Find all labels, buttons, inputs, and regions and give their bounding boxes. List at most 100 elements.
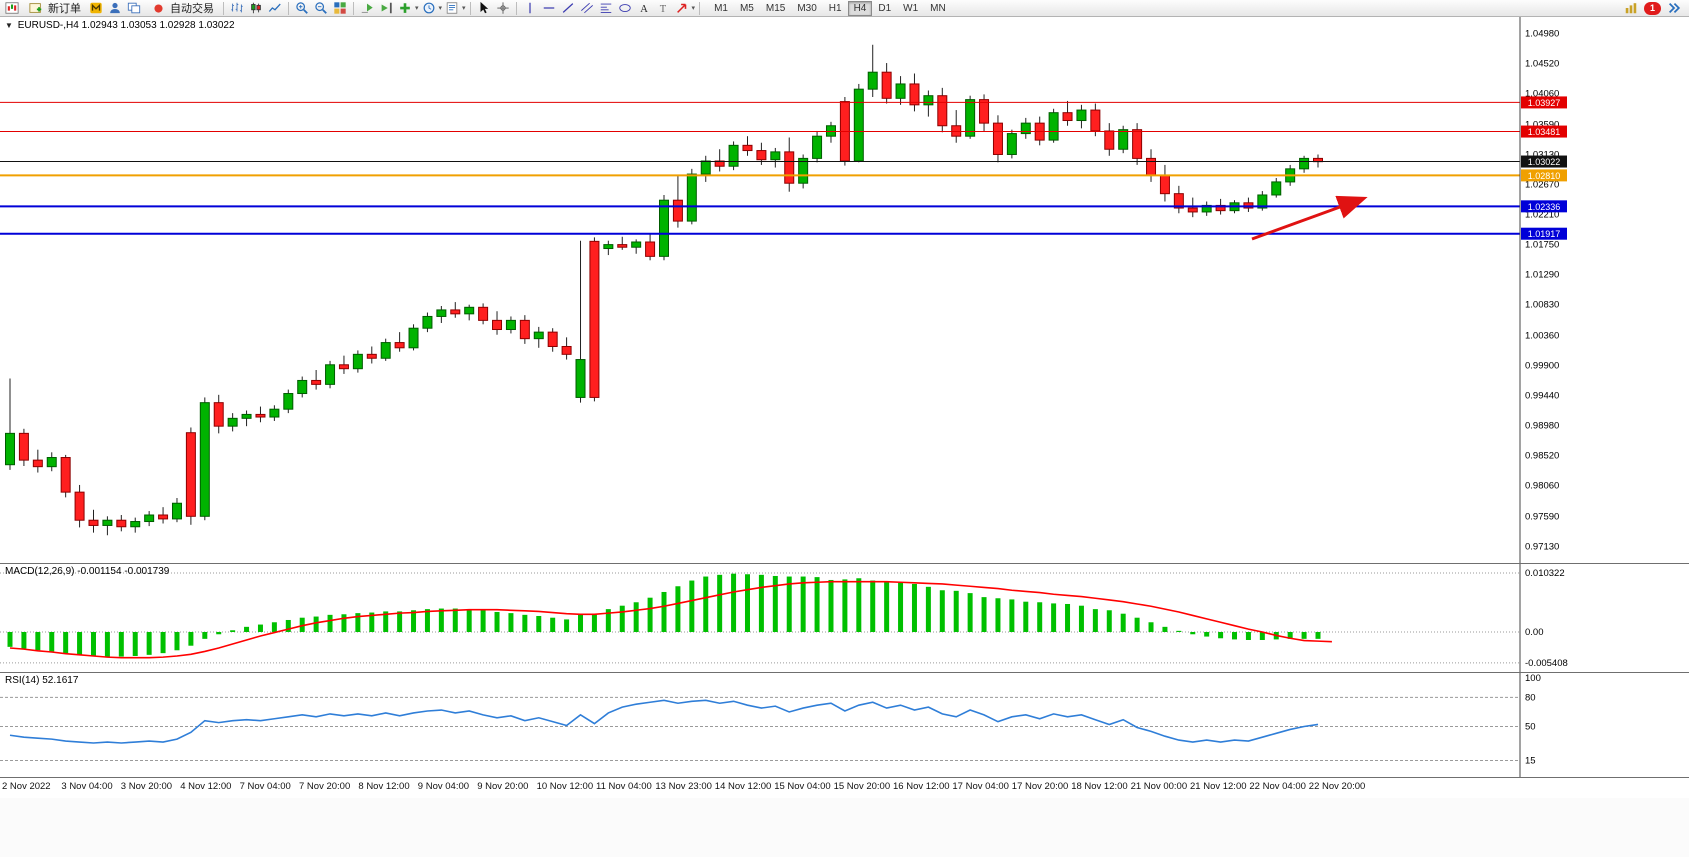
rsi-label: RSI(14) 52.1617 [5,675,79,686]
new-indicator-icon[interactable] [396,1,414,16]
candles [5,44,1323,536]
candlestick-chart-icon[interactable] [247,1,265,16]
svg-text:0.98520: 0.98520 [1525,451,1559,462]
timeframe-m1[interactable]: M1 [708,1,734,16]
text-icon[interactable]: A [635,1,653,16]
new-order-icon [27,1,45,16]
toolbar-separator [469,1,471,15]
time-label: 9 Nov 04:00 [417,781,470,792]
time-label: 21 Nov 00:00 [1130,781,1188,792]
new-order-button[interactable]: 新订单 [22,1,86,16]
toolbar-separator [288,1,289,15]
horizontal-lines: 1.03927 1.03481 1.03022 1.02810 1.02336 1.019… [0,96,1567,240]
timeframe-h1[interactable]: H1 [823,1,848,16]
time-label: 22 Nov 20:00 [1308,781,1366,792]
svg-text:1.02670: 1.02670 [1525,180,1559,191]
arrows-caret-icon[interactable]: ▾ [691,5,696,12]
crosshair-icon[interactable] [494,1,512,16]
autotrading-label: 自动交易 [170,3,214,15]
svg-text:1.04520: 1.04520 [1525,59,1559,70]
channel-icon[interactable] [578,1,596,16]
toolbar-separator [353,1,354,15]
macd-panel-canvas[interactable]: 0.010322 0.00 -0.005408 [0,563,1689,672]
svg-text:0.99440: 0.99440 [1525,390,1559,401]
period-clock-icon[interactable] [420,1,438,16]
time-label: 9 Nov 20:00 [477,781,529,792]
time-axis[interactable]: 2 Nov 2022 3 Nov 04:00 3 Nov 20:00 4 Nov 12… [0,778,1689,798]
rsi-panel-canvas[interactable]: 100 80 50 15 [0,672,1689,777]
svg-text:50: 50 [1525,722,1536,733]
chart-title: ▼ EURUSD-,H4 1.02943 1.03053 1.02928 1.0… [5,20,235,31]
text-label-icon[interactable]: T [654,1,672,16]
macd-label: MACD(12,26,9) -0.001154 -0.001739 [5,566,170,577]
svg-text:1.02810: 1.02810 [1528,171,1561,181]
svg-text:1.01750: 1.01750 [1525,240,1559,251]
horizontal-line-icon[interactable] [540,1,558,16]
timeframe-m15[interactable]: M15 [760,1,791,16]
time-label: 16 Nov 12:00 [893,781,950,792]
charts-icon[interactable] [125,1,143,16]
time-label: 14 Nov 12:00 [714,781,772,792]
svg-text:0.00: 0.00 [1525,627,1544,638]
svg-text:0.98980: 0.98980 [1525,421,1559,432]
svg-text:0.99900: 0.99900 [1525,360,1559,371]
new-indicator-caret-icon[interactable]: ▾ [415,5,419,12]
svg-text:T: T [659,4,666,15]
vertical-line-icon[interactable] [521,1,539,16]
zoom-in-icon[interactable] [293,1,311,16]
svg-text:15: 15 [1525,755,1536,766]
chart-symbol: EURUSD-,H4 [17,20,79,31]
panel-separator[interactable] [0,563,1689,564]
svg-text:80: 80 [1525,692,1536,703]
new-order-label: 新订单 [48,3,81,15]
scroll-to-end-icon[interactable] [1665,1,1683,16]
fibonacci-icon[interactable] [597,1,615,16]
chart-window-icon[interactable] [3,1,21,16]
zoom-out-icon[interactable] [312,1,330,16]
timeframe-d1[interactable]: D1 [872,1,897,16]
notification-badge[interactable]: 1 [1644,1,1661,15]
alerts-icon[interactable] [1622,1,1640,16]
timeframe-mn[interactable]: MN [924,1,952,16]
svg-text:1.02210: 1.02210 [1525,210,1559,221]
symbol-dropdown-icon[interactable]: ▼ [5,21,13,30]
svg-text:1.00830: 1.00830 [1525,300,1559,311]
time-label: 7 Nov 20:00 [299,781,351,792]
cursor-icon[interactable] [475,1,493,16]
time-label: 4 Nov 12:00 [180,781,232,792]
main-chart-canvas[interactable]: 1.04980 1.04520 1.04060 1.03590 1.03130 1.026… [0,17,1689,563]
panel-separator[interactable] [0,672,1689,673]
timeframe-h4[interactable]: H4 [847,0,873,16]
toolbar-separator [515,1,517,15]
auto-scroll-icon[interactable] [358,1,376,16]
mql-icon[interactable] [87,1,105,16]
trendline-icon[interactable] [559,1,577,16]
timeframe-m30[interactable]: M30 [791,1,822,16]
arrows-tool-icon[interactable] [673,1,691,16]
autotrading-button[interactable]: 自动交易 [144,1,219,16]
template-caret-icon[interactable]: ▾ [462,5,466,12]
toolbar-separator [699,1,701,15]
time-label: 17 Nov 04:00 [952,781,1009,792]
time-label: 21 Nov 12:00 [1190,781,1247,792]
rsi-line [9,699,1319,744]
timeframe-w1[interactable]: W1 [897,1,924,16]
template-icon[interactable] [443,1,461,16]
time-label: 11 Nov 04:00 [596,781,652,792]
line-chart-icon[interactable] [266,1,284,16]
time-label: 2 Nov 2022 [2,781,51,792]
period-caret-icon[interactable]: ▾ [438,5,443,12]
bar-chart-icon[interactable] [228,1,246,16]
tile-windows-icon[interactable] [331,1,349,16]
svg-text:1.01917: 1.01917 [1528,229,1561,239]
price-line-label [1521,125,1567,138]
price-axis: 1.04980 1.04520 1.04060 1.03590 1.03130 1.026… [1525,29,1559,553]
profile-icon[interactable] [106,1,124,16]
svg-text:1.04060: 1.04060 [1525,89,1559,100]
toolbar-separator [223,1,224,15]
chart-shift-icon[interactable] [377,1,395,16]
price-line-label [1521,200,1567,213]
timeframe-m5[interactable]: M5 [734,1,760,16]
shapes-icon[interactable] [616,1,634,16]
